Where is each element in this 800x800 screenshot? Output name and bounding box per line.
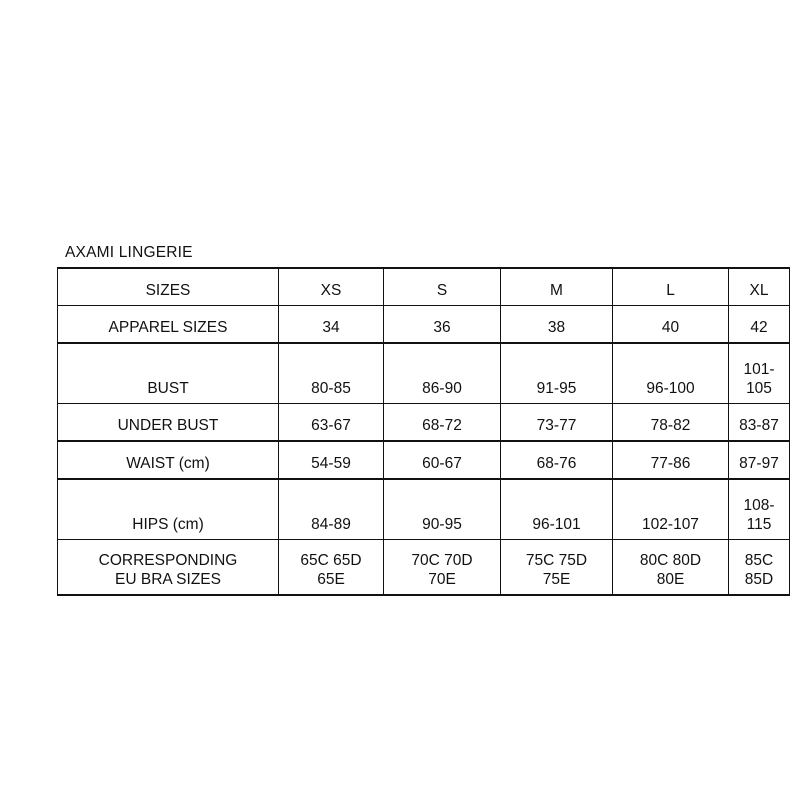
cell-corresponding-m-line2: 75E	[542, 570, 571, 588]
cell-bust-xl-line2: 105	[746, 379, 772, 397]
cell-apparel-s: 36	[383, 305, 501, 344]
cell-sizes-l: L	[612, 267, 729, 306]
cell-waist-xs: 54-59	[278, 440, 384, 480]
cell-corresponding-xs-line1: 65C 65D	[300, 552, 362, 570]
cell-underbust-xl: 83-87	[728, 403, 790, 442]
cell-bust-m: 91-95	[500, 342, 613, 404]
size-chart-table: SIZES XS S M L XL APPAREL SIZES 34 36 38…	[57, 267, 790, 596]
cell-bust-xl-line1: 101-	[743, 361, 775, 379]
table-row-hips: HIPS (cm) 84-89 90-95 96-101 102-107 108…	[57, 478, 790, 540]
cell-hips-l: 102-107	[612, 478, 729, 540]
cell-hips-xl: 108- 115	[728, 478, 790, 540]
cell-bust-s: 86-90	[383, 342, 501, 404]
cell-corresponding-xs-line2: 65E	[317, 570, 345, 588]
cell-apparel-xl: 42	[728, 305, 790, 344]
cell-corresponding-xs: 65C 65D 65E	[278, 539, 384, 596]
cell-hips-s: 90-95	[383, 478, 501, 540]
cell-hips-xs: 84-89	[278, 478, 384, 540]
row-label-corresponding-eu-bra-sizes: CORRESPONDING EU BRA SIZES	[57, 539, 279, 596]
cell-hips-xl-line1: 108-	[743, 497, 775, 515]
cell-corresponding-l: 80C 80D 80E	[612, 539, 729, 596]
cell-waist-m: 68-76	[500, 440, 613, 480]
cell-bust-l: 96-100	[612, 342, 729, 404]
cell-apparel-m: 38	[500, 305, 613, 344]
cell-corresponding-xl-line1: 85C	[744, 552, 774, 570]
cell-sizes-m: M	[500, 267, 613, 306]
table-row-apparel-sizes: APPAREL SIZES 34 36 38 40 42	[57, 305, 790, 344]
cell-bust-xl: 101- 105	[728, 342, 790, 404]
row-label-bust: BUST	[57, 342, 279, 404]
cell-underbust-xs: 63-67	[278, 403, 384, 442]
cell-apparel-l: 40	[612, 305, 729, 344]
row-label-under-bust: UNDER BUST	[57, 403, 279, 442]
table-row-sizes: SIZES XS S M L XL	[57, 267, 790, 306]
cell-underbust-l: 78-82	[612, 403, 729, 442]
cell-hips-xl-line2: 115	[746, 515, 772, 533]
row-label-apparel-sizes: APPAREL SIZES	[57, 305, 279, 344]
cell-corresponding-xl: 85C 85D	[728, 539, 790, 596]
row-label-hips: HIPS (cm)	[57, 478, 279, 540]
row-label-corresponding-line2: EU BRA SIZES	[115, 570, 221, 588]
cell-sizes-xs: XS	[278, 267, 384, 306]
size-chart-container: AXAMI LINGERIE SIZES XS S M L XL APPAREL…	[57, 244, 790, 596]
row-label-waist: WAIST (cm)	[57, 440, 279, 480]
cell-sizes-xl: XL	[728, 267, 790, 306]
cell-corresponding-m: 75C 75D 75E	[500, 539, 613, 596]
table-row-bust: BUST 80-85 86-90 91-95 96-100 101- 105	[57, 342, 790, 404]
cell-waist-l: 77-86	[612, 440, 729, 480]
cell-corresponding-s-line1: 70C 70D	[411, 552, 473, 570]
brand-title: AXAMI LINGERIE	[65, 244, 193, 261]
cell-corresponding-l-line1: 80C 80D	[639, 552, 702, 570]
cell-underbust-m: 73-77	[500, 403, 613, 442]
cell-waist-s: 60-67	[383, 440, 501, 480]
table-row-under-bust: UNDER BUST 63-67 68-72 73-77 78-82 83-87	[57, 403, 790, 442]
cell-corresponding-xl-line2: 85D	[744, 570, 774, 588]
cell-apparel-xs: 34	[278, 305, 384, 344]
cell-underbust-s: 68-72	[383, 403, 501, 442]
cell-corresponding-s: 70C 70D 70E	[383, 539, 501, 596]
cell-corresponding-m-line1: 75C 75D	[525, 552, 588, 570]
row-label-sizes: SIZES	[57, 267, 279, 306]
cell-waist-xl: 87-97	[728, 440, 790, 480]
row-label-corresponding-line1: CORRESPONDING	[98, 552, 238, 570]
cell-corresponding-s-line2: 70E	[428, 570, 456, 588]
cell-hips-m: 96-101	[500, 478, 613, 540]
cell-corresponding-l-line2: 80E	[656, 570, 685, 588]
table-row-corresponding-eu-bra-sizes: CORRESPONDING EU BRA SIZES 65C 65D 65E 7…	[57, 539, 790, 596]
cell-sizes-s: S	[383, 267, 501, 306]
table-row-waist: WAIST (cm) 54-59 60-67 68-76 77-86 87-97	[57, 440, 790, 480]
cell-bust-xs: 80-85	[278, 342, 384, 404]
